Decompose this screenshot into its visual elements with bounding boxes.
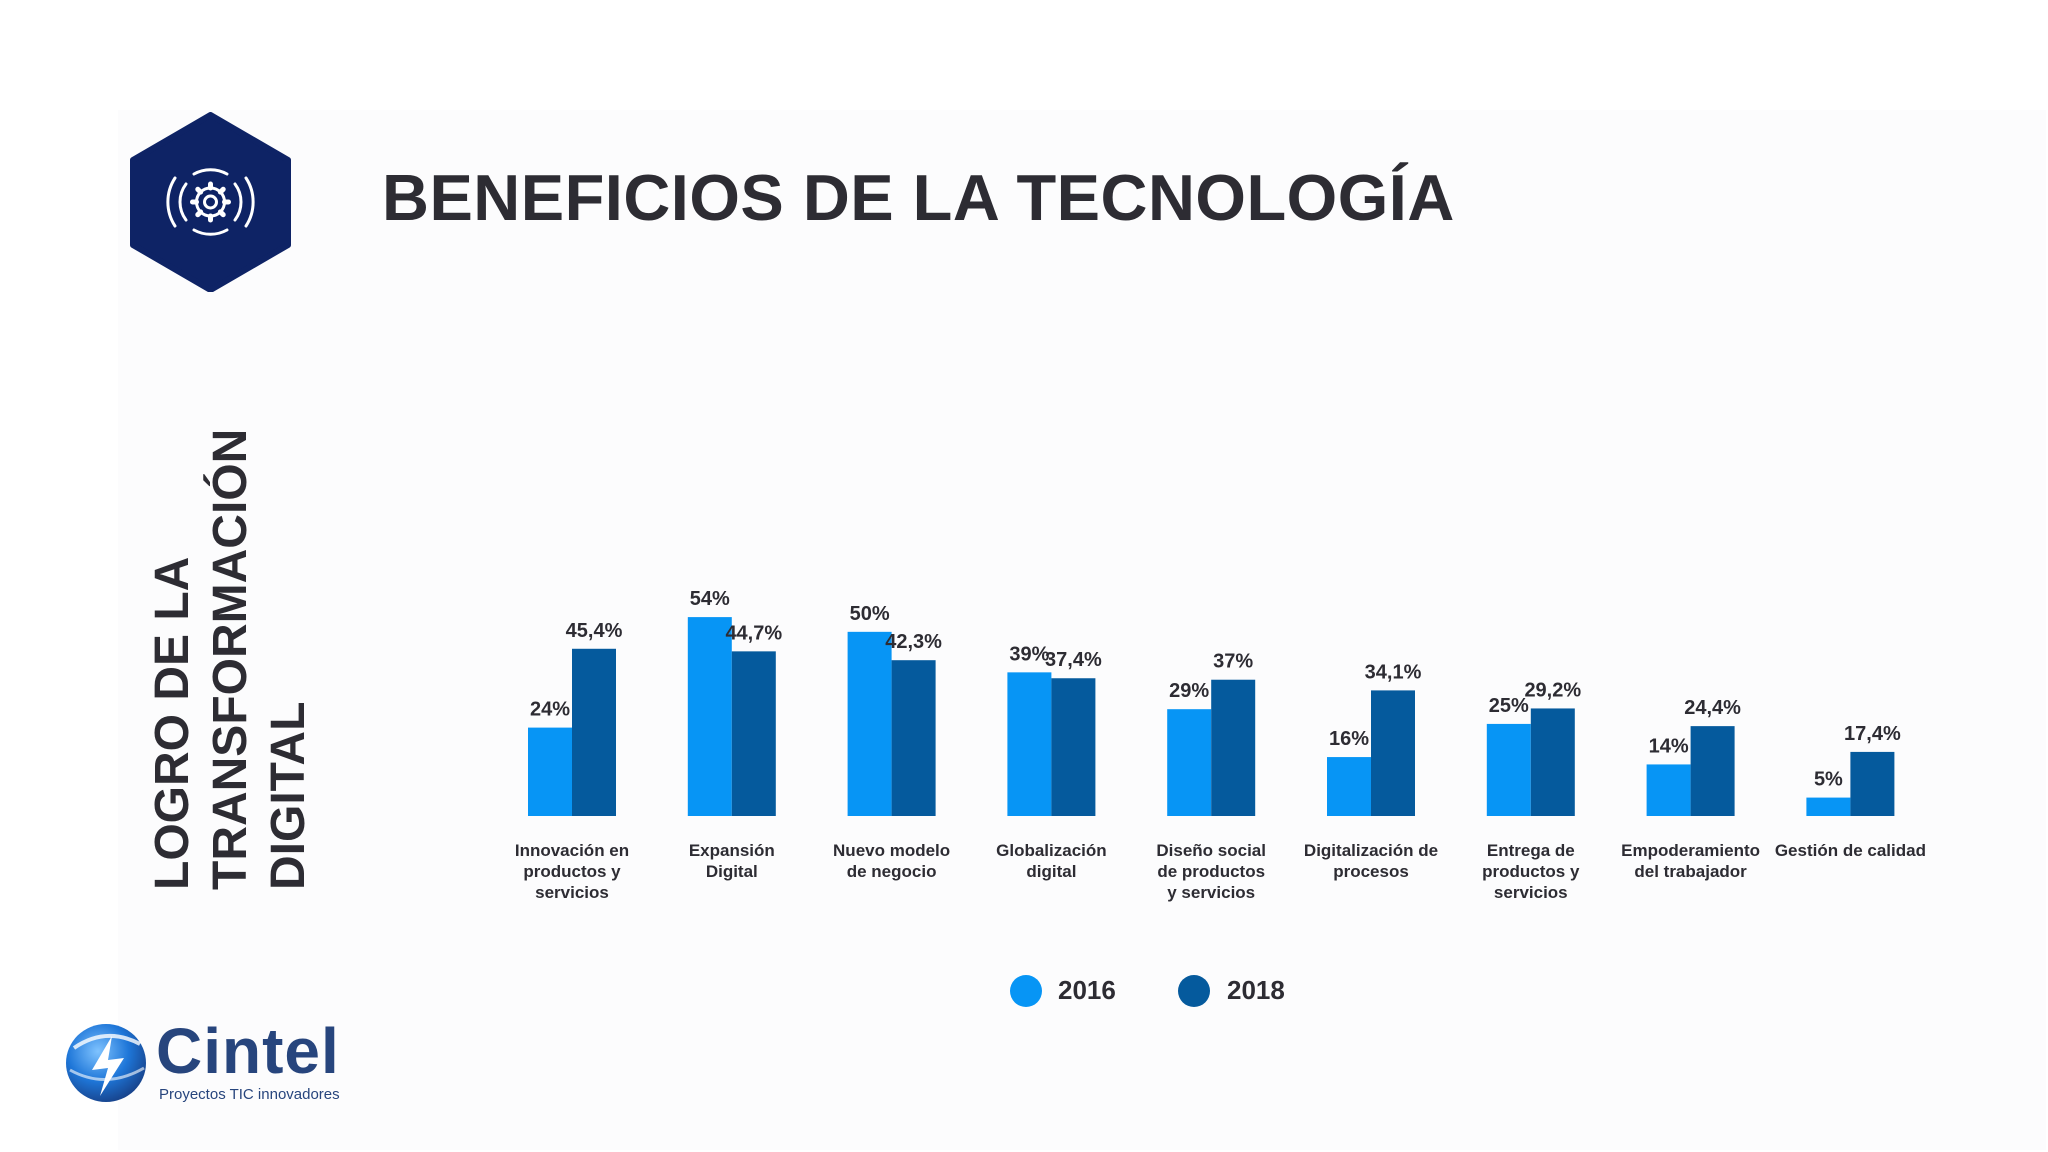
gear-icon [130, 112, 291, 292]
bar-value-label: 29,2% [1524, 679, 1581, 701]
bar-2016-7 [1646, 764, 1691, 816]
bar-2018-4 [1211, 679, 1256, 816]
bar-value-label: 17,4% [1844, 723, 1901, 745]
category-label: Innovación en productos y servicios [515, 841, 629, 902]
bar-2018-7 [1690, 726, 1735, 816]
bar-2016-2 [847, 631, 892, 816]
bar-2016-8 [1806, 797, 1851, 816]
legend-swatch-2016 [1010, 975, 1042, 1007]
category-labels: Innovación en productos y servicios Expansi… [515, 841, 1926, 902]
page-title: BENEFICIOS DE LA TECNOLOGÍA [382, 161, 1455, 234]
bar-2016-1 [687, 617, 732, 816]
slide-background [118, 110, 2046, 1150]
bar-value-label: 45,4% [566, 620, 623, 642]
bar-value-labels: 24% 45,4% 54% 44,7% 50% 42,3% 39%37,4% 29%37% 16… [530, 588, 1901, 790]
category-label: Nuevo modelo de negocio [833, 841, 950, 881]
bar-2018-6 [1530, 708, 1575, 816]
legend-label-2018: 2018 [1227, 975, 1285, 1005]
bar-value-label: 14% [1649, 735, 1689, 757]
bar-2018-1 [731, 651, 776, 816]
bar-2016-3 [1007, 672, 1052, 816]
legend-swatch-2018 [1178, 975, 1210, 1007]
bar-2018-5 [1371, 690, 1415, 816]
bar-value-label: 37% [1213, 651, 1253, 673]
bar-value-label: 37,4% [1045, 649, 1102, 671]
bar-value-label: 54% [690, 588, 730, 610]
bar-value-label: 16% [1329, 728, 1369, 750]
bar-value-label: 29% [1169, 680, 1209, 702]
bar-2018-3 [1051, 678, 1096, 816]
bar-2016-6 [1486, 723, 1531, 816]
bar-value-label: 39% [1009, 643, 1049, 665]
bar-value-label: 25% [1489, 695, 1529, 717]
category-label: Entrega de productos y servicios [1482, 841, 1580, 902]
bar-value-label: 34,1% [1365, 661, 1422, 683]
category-label: Diseño social de productos y servicios [1156, 841, 1266, 902]
bar-value-label: 50% [850, 603, 890, 625]
bar-value-label: 24% [530, 699, 570, 721]
legend: 2016 2018 [1010, 975, 1285, 1007]
category-label: Gestión de calidad [1775, 841, 1926, 860]
brand-tagline: Proyectos TIC innovadores [159, 1086, 340, 1103]
bar-2018-0 [572, 648, 616, 816]
legend-label-2016: 2016 [1058, 975, 1116, 1005]
category-label: Expansión Digital [689, 841, 775, 881]
bar-2016-5 [1327, 757, 1371, 816]
category-label: Empoderamiento del trabajador [1621, 841, 1760, 881]
bar-value-label: 5% [1814, 769, 1843, 791]
bar-value-label: 42,3% [885, 631, 942, 653]
bar-value-label: 24,4% [1684, 697, 1741, 719]
bar-2018-2 [891, 660, 936, 816]
bar-value-label: 44,7% [725, 622, 782, 644]
bar-2018-8 [1850, 751, 1895, 816]
bar-2016-0 [528, 727, 572, 816]
category-label: Digitalización de procesos [1304, 841, 1438, 881]
cintel-logo-icon [66, 1024, 146, 1102]
category-label: Globalización digital [996, 841, 1107, 881]
bar-2016-4 [1167, 709, 1212, 816]
bars-layer [528, 617, 1895, 816]
brand-name: Cintel [156, 1015, 340, 1087]
